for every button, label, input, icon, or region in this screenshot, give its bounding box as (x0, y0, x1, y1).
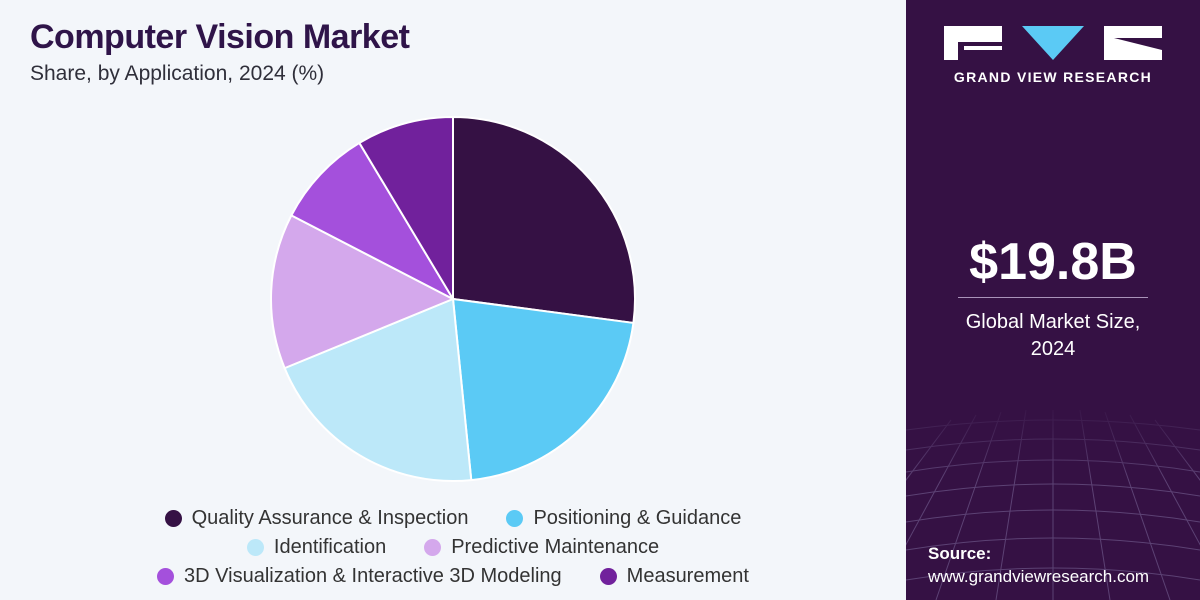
legend-swatch (599, 568, 617, 585)
legend-label: Predictive Maintenance (451, 536, 660, 558)
legend-swatch (506, 510, 524, 527)
pie-slice-identification (283, 298, 473, 482)
legend-item-quality-assurance: Quality Assurance & Inspection (164, 507, 469, 530)
chart-legend: Quality Assurance & Inspection Positioni… (0, 504, 906, 591)
legend-item-predictive-maintenance: Predictive Maintenance (424, 536, 659, 559)
source-label: Source: (928, 544, 992, 563)
grand-view-research-logo (944, 26, 1162, 60)
market-size-label-line2: 2024 (1030, 338, 1076, 360)
grid-floor-decoration (906, 400, 1200, 600)
legend-swatch (424, 539, 442, 556)
legend-label: 3D Visualization & Interactive 3D Modeli… (184, 565, 562, 587)
chart-title: Computer Vision Market (30, 18, 410, 56)
legend-item-3d-visualization: 3D Visualization & Interactive 3D Modeli… (157, 565, 562, 588)
legend-label: Measurement (626, 565, 749, 587)
legend-item-measurement: Measurement (599, 565, 749, 588)
market-size-value: $19.8B (969, 233, 1137, 291)
pie-slice-predictive-maintenance (270, 214, 454, 370)
legend-item-identification: Identification (246, 536, 387, 559)
market-size-label-line1: Global Market Size, (965, 311, 1141, 333)
pie-slice-3d-visualization (290, 141, 454, 300)
legend-row-2: Identification Predictive Maintenance (0, 533, 906, 562)
market-size-label: Global Market Size, 2024 (946, 309, 1160, 363)
pie-slice-positioning (452, 298, 635, 482)
chart-subtitle: Share, by Application, 2024 (%) (30, 62, 325, 85)
market-summary-panel: GRAND VIEW RESEARCH $19.8B Global Market… (906, 0, 1200, 600)
brand-name: GRAND VIEW RESEARCH (953, 69, 1153, 85)
pie-slice-quality-assurance (452, 116, 636, 324)
legend-row-1: Quality Assurance & Inspection Positioni… (0, 504, 906, 533)
legend-row-3: 3D Visualization & Interactive 3D Modeli… (0, 562, 906, 591)
legend-swatch (246, 539, 264, 556)
legend-label: Identification (273, 536, 387, 558)
pie-chart (270, 116, 636, 482)
legend-label: Quality Assurance & Inspection (191, 507, 469, 529)
legend-swatch (164, 510, 182, 527)
divider (958, 297, 1148, 298)
legend-swatch (157, 568, 175, 585)
source-url[interactable]: www.grandviewresearch.com (928, 567, 1150, 586)
legend-label: Positioning & Guidance (533, 507, 742, 529)
pie-slice-measurement (358, 116, 454, 300)
chart-panel: Computer Vision Market Share, by Applica… (0, 18, 906, 591)
legend-item-positioning: Positioning & Guidance (506, 507, 741, 530)
